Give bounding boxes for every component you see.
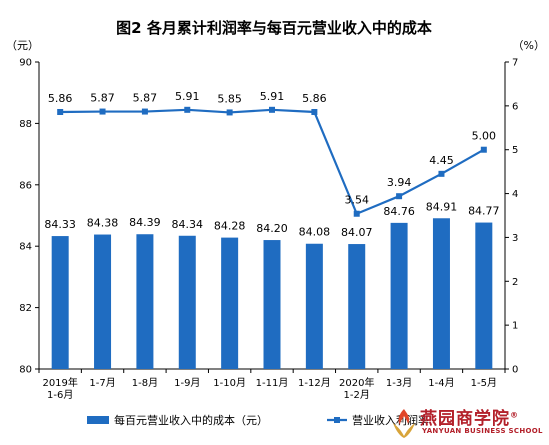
- line-value-label: 5.87: [133, 92, 158, 105]
- bar-value-label: 84.38: [87, 217, 119, 230]
- bar-value-label: 84.28: [214, 220, 246, 233]
- watermark-subtitle: YANYUAN BUSINESS SCHOOL: [422, 427, 543, 435]
- bar-series: [51, 218, 493, 369]
- bar-labels: 84.33 84.38 84.39 84.34 84.28 84.20 84.08 84.07…: [44, 200, 499, 239]
- torch-emblem-icon: [393, 409, 415, 438]
- x-tick-label: 1-10月: [213, 377, 246, 389]
- line-point: [141, 108, 148, 115]
- x-tick-label: 1-5月: [471, 377, 497, 389]
- bar-value-label: 84.07: [341, 226, 373, 239]
- bar-value-label: 84.33: [44, 218, 76, 231]
- right-tick-label: 4: [512, 189, 518, 200]
- left-tick-label: 86: [19, 180, 32, 191]
- line-series: [57, 106, 487, 217]
- axes: 80 82 84 86 88 90 0 1 2 3 4 5 6 7: [19, 58, 518, 376]
- line-point: [396, 193, 403, 200]
- line-point: [353, 210, 360, 217]
- left-tick-label: 84: [19, 242, 32, 253]
- line-value-label: 5.85: [217, 92, 242, 105]
- line-point: [184, 106, 191, 113]
- line-value-label: 5.86: [48, 92, 73, 105]
- x-tick-label: 2020年: [339, 376, 374, 389]
- right-tick-label: 2: [512, 277, 518, 288]
- x-tick-label: 1-2月: [344, 389, 370, 401]
- bar-value-label: 84.77: [468, 205, 500, 218]
- legend-swatch-bar: [87, 416, 109, 424]
- line-point: [99, 108, 106, 115]
- chart-title: 图2 各月累计利润率与每百元营业收入中的成本: [116, 19, 432, 37]
- line-point: [226, 109, 233, 116]
- x-tick-label: 1-11月: [256, 377, 289, 389]
- bar: [94, 234, 112, 369]
- bar: [178, 235, 196, 369]
- bar: [51, 236, 69, 369]
- right-axis-unit: （%）: [513, 39, 545, 52]
- bar: [348, 244, 366, 369]
- left-tick-label: 88: [19, 119, 32, 130]
- line-point: [438, 170, 445, 177]
- right-tick-label: 6: [512, 101, 518, 112]
- bar-value-label: 84.39: [129, 216, 161, 229]
- x-tick-label: 1-7月: [89, 377, 115, 389]
- legend-marker-line: [334, 417, 340, 423]
- x-tick-label: 1-8月: [132, 377, 158, 389]
- left-tick-label: 80: [19, 365, 32, 376]
- x-tick-label: 1-12月: [298, 377, 331, 389]
- left-axis-unit: （元）: [6, 39, 39, 52]
- line-value-label: 5.86: [302, 92, 327, 105]
- line-value-label: 4.45: [429, 154, 454, 167]
- bar: [136, 234, 154, 369]
- line-point: [269, 106, 275, 113]
- bar: [305, 243, 323, 369]
- line-point: [57, 108, 64, 115]
- line-value-label: 5.87: [90, 92, 115, 105]
- right-tick-label: 1: [512, 321, 518, 332]
- series-line: [60, 108, 485, 216]
- right-tick-label: 0: [512, 365, 518, 376]
- watermark-brand: 燕园商学院®: [420, 409, 519, 429]
- legend-label-line: 营业收入利润率: [352, 413, 429, 427]
- line-value-label: 5.00: [472, 130, 497, 143]
- left-tick-label: 90: [19, 58, 32, 69]
- bar: [475, 222, 493, 369]
- bar-value-label: 84.08: [299, 226, 331, 239]
- line-point: [480, 146, 487, 153]
- bar-value-label: 84.91: [426, 200, 458, 213]
- line-labels: 5.86 5.87 5.87 5.91 5.85 5.91 5.86 3.54 3.94 4.45…: [48, 90, 496, 207]
- x-tick-label: 1-4月: [428, 377, 454, 389]
- bar-value-label: 84.76: [383, 205, 415, 218]
- right-tick-label: 7: [512, 58, 518, 69]
- line-value-label: 5.91: [175, 90, 200, 103]
- line-value-label: 5.91: [260, 90, 285, 103]
- bar-value-label: 84.20: [256, 222, 288, 235]
- legend: 每百元营业收入中的成本（元） 营业收入利润率: [87, 413, 429, 427]
- left-tick-label: 82: [19, 303, 32, 314]
- bar: [221, 237, 239, 369]
- bar: [432, 218, 450, 369]
- line-point: [311, 108, 318, 115]
- right-tick-label: 5: [512, 145, 518, 156]
- line-value-label: 3.54: [344, 194, 369, 207]
- x-tick-label: 1-9月: [174, 377, 200, 389]
- bar: [263, 240, 281, 369]
- watermark-logo: 燕园商学院® YANYUAN BUSINESS SCHOOL: [388, 404, 548, 444]
- right-tick-label: 3: [512, 233, 518, 244]
- bar-value-label: 84.34: [172, 218, 204, 231]
- line-value-label: 3.94: [387, 176, 412, 189]
- x-tick-label: 2019年: [42, 376, 77, 389]
- x-tick-label: 1-6月: [47, 389, 73, 401]
- bar: [390, 222, 408, 369]
- legend-label-bar: 每百元营业收入中的成本（元）: [114, 413, 268, 427]
- x-tick-label: 1-3月: [386, 377, 412, 389]
